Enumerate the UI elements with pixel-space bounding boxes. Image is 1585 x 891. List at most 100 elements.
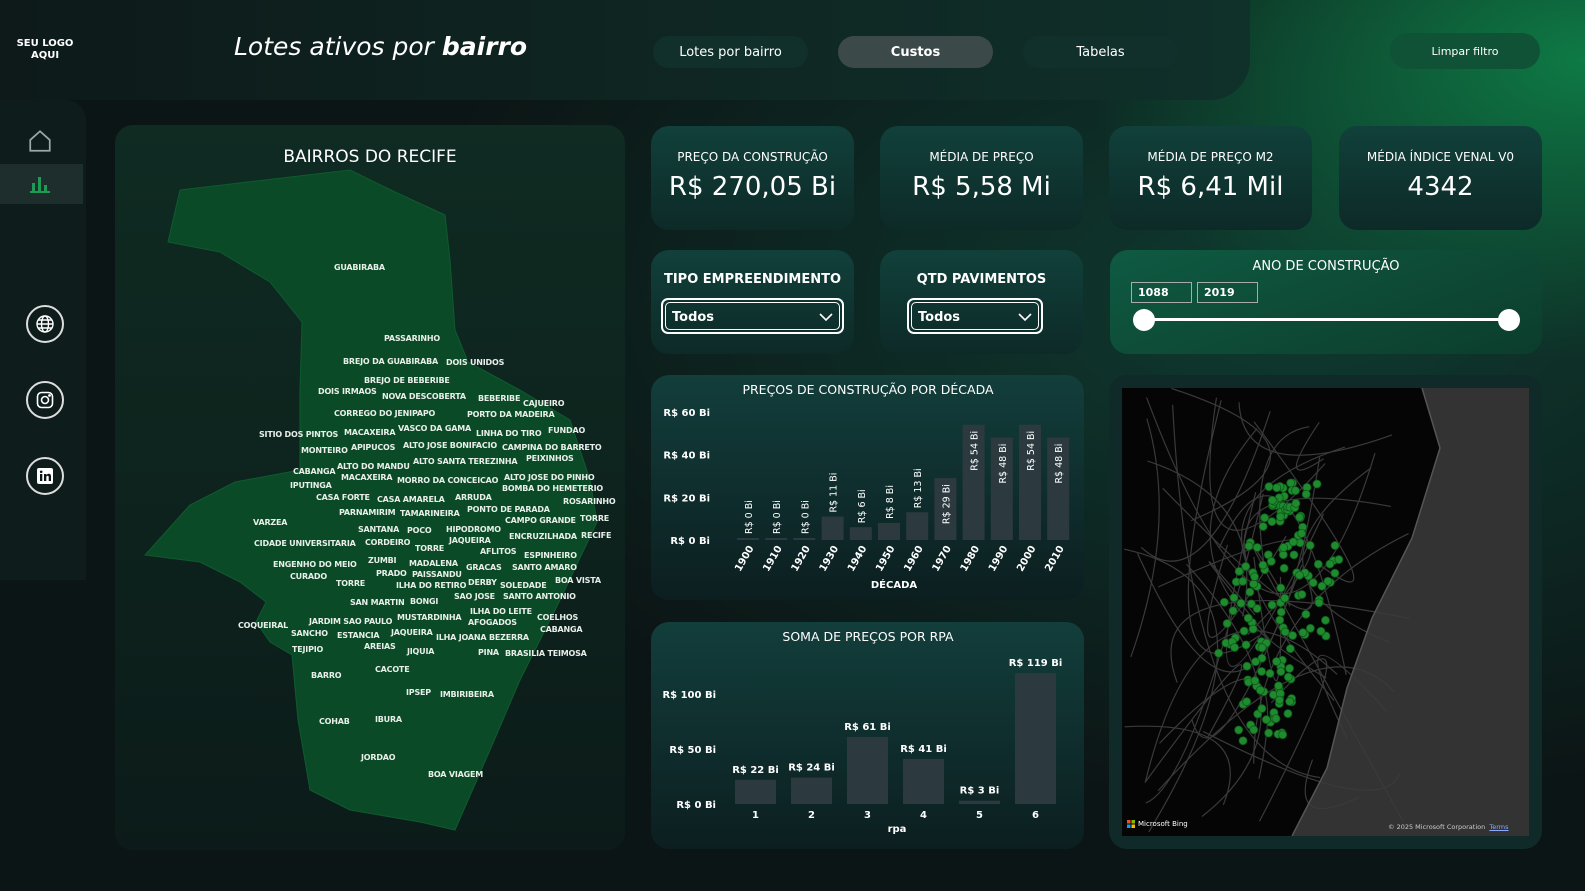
property-dot	[1251, 657, 1261, 667]
kpi-value: R$ 6,41 Mil	[1137, 172, 1284, 202]
neighborhood-label: CABANGA	[540, 625, 583, 634]
property-dot	[1279, 563, 1289, 573]
bar	[793, 538, 816, 540]
range-slider-max-handle[interactable]	[1498, 309, 1520, 331]
sidebar-item-charts[interactable]	[0, 164, 83, 204]
x-axis-label: DÉCADA	[871, 578, 918, 591]
bar	[903, 758, 944, 804]
data-label: R$ 24 Bi	[788, 763, 835, 774]
nav-lotes-por-bairro[interactable]: Lotes por bairro	[653, 36, 808, 68]
neighborhood-label: PEIXINHOS	[526, 454, 574, 463]
property-dot	[1280, 627, 1290, 637]
tipo-dropdown[interactable]: Todos	[661, 298, 844, 334]
road	[1171, 388, 1271, 522]
property-dot	[1295, 512, 1304, 522]
neighborhood-label: CORDEIRO	[365, 538, 411, 547]
property-dot	[1308, 578, 1318, 588]
property-dot	[1316, 626, 1326, 636]
road	[1170, 599, 1410, 683]
y-tick-label: R$ 20 Bi	[663, 493, 710, 504]
slicer-qtd-pavimentos: QTD PAVIMENTOS Todos	[880, 250, 1083, 354]
neighborhood-label: AFOGADOS	[468, 618, 517, 627]
road	[1304, 759, 1359, 810]
slicer-label: TIPO EMPREENDIMENTO	[663, 272, 842, 287]
neighborhood-label: ROSARINHO	[563, 497, 616, 506]
property-dot	[1228, 606, 1238, 616]
x-tick-label: 1950	[874, 544, 897, 574]
property-dot	[1249, 579, 1258, 589]
neighborhood-label: ENGENHO DO MEIO	[273, 560, 357, 569]
neighborhood-label: PORTO DA MADEIRA	[467, 410, 555, 419]
slicer-label: QTD PAVIMENTOS	[916, 272, 1047, 287]
property-dot	[1305, 541, 1315, 550]
property-dot	[1258, 522, 1268, 531]
kpi-value: 4342	[1407, 172, 1474, 202]
year-min-input[interactable]: 1088	[1131, 282, 1192, 303]
neighborhood-label: MACAXEIRA	[341, 473, 393, 482]
terms-link[interactable]: Terms	[1489, 823, 1509, 831]
property-dot	[1295, 570, 1304, 580]
neighborhood-label: CAMPO GRANDE	[505, 516, 576, 525]
recife-shape-map[interactable]	[0, 0, 700, 891]
decade-bar-chart: PREÇOS DE CONSTRUÇÃO POR DÉCADA R$ 0 Bi R$…	[663, 382, 1070, 591]
home-icon[interactable]	[27, 128, 53, 158]
clear-filter-button[interactable]: Limpar filtro	[1390, 33, 1540, 69]
chart-title: PREÇOS DE CONSTRUÇÃO POR DÉCADA	[742, 382, 994, 397]
property-dot	[1285, 664, 1294, 673]
neighborhood-label: MADALENA	[409, 559, 458, 568]
road	[1302, 467, 1391, 644]
range-slider-track[interactable]	[1144, 318, 1510, 321]
bar	[737, 538, 759, 540]
y-tick-label: R$ 60 Bi	[663, 408, 710, 419]
bar	[791, 777, 832, 804]
property-dot	[1301, 489, 1311, 499]
globe-icon[interactable]	[26, 305, 64, 343]
property-dot	[1245, 587, 1255, 597]
linkedin-icon[interactable]	[26, 457, 64, 495]
property-dot	[1236, 598, 1246, 608]
neighborhood-label: RECIFE	[581, 531, 612, 540]
range-slider-min-handle[interactable]	[1133, 309, 1155, 331]
data-label: R$ 119 Bi	[1009, 658, 1063, 669]
bing-map[interactable]	[1122, 388, 1529, 836]
data-label: R$ 54 Bi	[1026, 431, 1037, 471]
kpi-card-media-preco-m2: MÉDIA DE PREÇO M2 R$ 6,41 Mil	[1109, 126, 1312, 230]
copyright-text: © 2025 Microsoft Corporation	[1388, 823, 1486, 831]
bar	[990, 437, 1013, 540]
property-dot	[1234, 566, 1244, 576]
road	[1258, 658, 1328, 822]
kpi-value: R$ 5,58 Mi	[912, 172, 1051, 202]
property-dot	[1241, 640, 1251, 650]
neighborhood-label: BRASILIA TEIMOSA	[505, 649, 587, 658]
nav-tabelas[interactable]: Tabelas	[1023, 36, 1178, 68]
property-dot	[1244, 541, 1254, 551]
map-copyright: © 2025 Microsoft Corporation Terms	[1388, 823, 1509, 831]
bing-brand-text: Microsoft Bing	[1138, 820, 1188, 828]
property-dot	[1271, 714, 1281, 724]
kpi-card-preco-construcao: PREÇO DA CONSTRUÇÃO R$ 270,05 Bi	[651, 126, 854, 230]
instagram-icon[interactable]	[26, 381, 64, 419]
property-dot	[1312, 479, 1322, 489]
pavimentos-dropdown[interactable]: Todos	[907, 298, 1043, 334]
neighborhood-label: CAMPINA DO BARRETO	[502, 443, 602, 452]
x-tick-label: 1920	[790, 544, 813, 574]
nav-custos[interactable]: Custos	[838, 36, 993, 68]
property-dot	[1285, 697, 1295, 706]
x-tick-label: 1900	[733, 544, 756, 574]
road	[1123, 548, 1219, 833]
neighborhood-label: SANCHO	[291, 629, 328, 638]
neighborhood-label: TORRE	[415, 544, 445, 553]
neighborhood-label: PRADO	[376, 569, 407, 578]
neighborhood-label: TORRE	[580, 514, 610, 523]
road	[1162, 487, 1313, 610]
property-dot	[1246, 599, 1256, 609]
kpi-card-media-preco: MÉDIA DE PREÇO R$ 5,58 Mi	[880, 126, 1083, 230]
kpi-card-indice-venal: MÉDIA ÍNDICE VENAL V0 4342	[1339, 126, 1542, 230]
neighborhood-label: GRACAS	[466, 563, 502, 572]
coastline	[1291, 388, 1441, 836]
year-max-input[interactable]: 2019	[1197, 282, 1258, 303]
neighborhood-label: PARNAMIRIM	[339, 508, 396, 517]
property-dot	[1267, 517, 1277, 527]
neighborhood-label: COHAB	[319, 717, 350, 726]
property-dot	[1274, 681, 1283, 691]
